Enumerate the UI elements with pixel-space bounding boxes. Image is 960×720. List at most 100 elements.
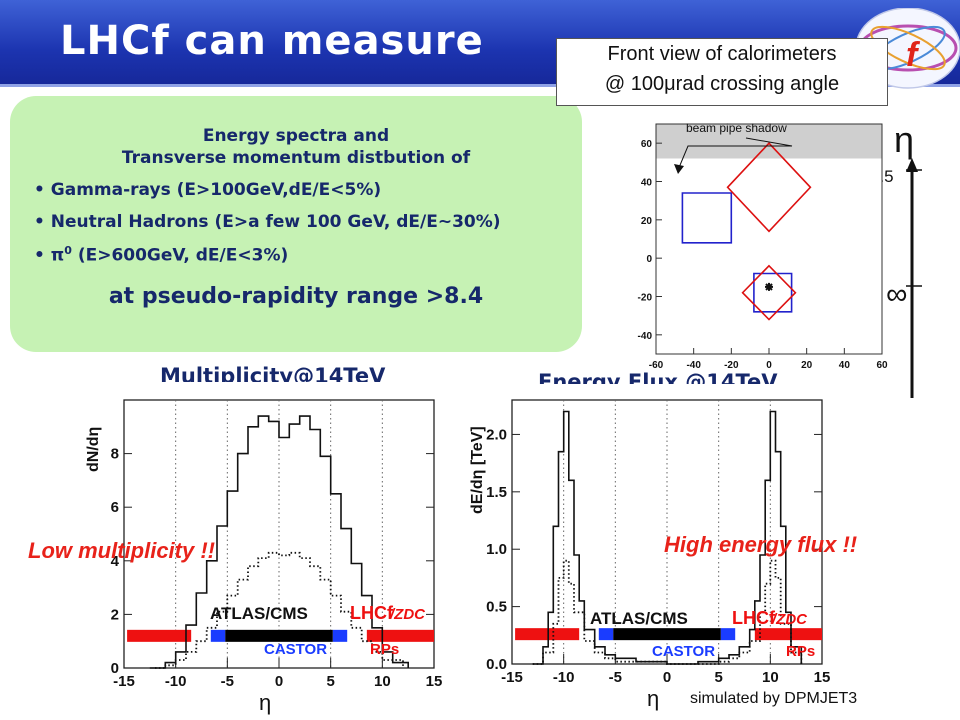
- eta-symbol: η: [894, 119, 914, 160]
- bullet-neutral-hadrons: • Neutral Hadrons (E>a few 100 GeV, dE/E…: [34, 212, 501, 232]
- beam-pipe-shadow-arrowhead: [674, 164, 684, 174]
- series-total-line: [149, 415, 409, 669]
- x-tick-label: 5: [714, 669, 722, 686]
- pi-symbol: π: [50, 245, 65, 266]
- coverage-bar-lhcf: [127, 629, 192, 642]
- pseudo-rapidity-range: at pseudo-rapidity range >8.4: [108, 284, 484, 309]
- zdc-label: /ZDC: [389, 606, 426, 623]
- title-bar-underline: [0, 84, 960, 87]
- lhcf-label: LHCf: [732, 608, 776, 628]
- page-title: LHCf can measure: [60, 18, 484, 64]
- coverage-bar-castor: [720, 628, 736, 641]
- eta-label-infinity: ∞: [886, 278, 907, 311]
- low-multiplicity-annotation: Low multiplicity !!: [28, 538, 215, 563]
- castor-label: CASTOR: [652, 643, 715, 660]
- fv-x-tick-label: 40: [839, 360, 851, 371]
- x-tick-label: 15: [426, 673, 443, 690]
- bullet-hadrons-text: Neutral Hadrons (E>a few 100 GeV, dE/E~3…: [50, 212, 501, 232]
- y-tick-label: 0: [111, 660, 119, 677]
- caption-line-2: @ 100μrad crossing angle: [604, 73, 840, 95]
- x-tick-label: -5: [221, 673, 234, 690]
- castor-label: CASTOR: [264, 641, 327, 658]
- fv-x-tick-label: -40: [686, 360, 701, 371]
- y-tick-label: 2.0: [486, 426, 507, 443]
- y-tick-label: 0.0: [486, 656, 507, 673]
- calorimeter-square: [753, 272, 793, 313]
- fv-y-tick-label: -40: [638, 331, 653, 342]
- y-tick-label: 6: [111, 499, 119, 516]
- coverage-bar-lhcf: [515, 628, 580, 641]
- x-tick-label: 10: [762, 669, 779, 686]
- beam-center-marker: [765, 282, 773, 291]
- lhcf-label: LHCf: [350, 603, 394, 623]
- fv-x-tick-label: -60: [649, 360, 664, 371]
- coverage-bar-lhcf: [366, 629, 434, 642]
- caption-line-1: Front view of calorimeters: [607, 43, 837, 65]
- fv-y-tick-label: -20: [638, 293, 653, 304]
- multiplicity-chart: 0 2 4 6 8 -15 -10 -5 0 5 10 15 η dN/dη ATLAS/CMS CASTOR…: [74, 382, 454, 720]
- y-axis-label: dE/dη [TeV]: [469, 426, 486, 514]
- calorimeter-front-view-chart: -60 -40 -20 0 20 40 60 -40 -20 0 20 40 60 beam pipe s…: [596, 106, 888, 386]
- eta-axis-arrowhead: [906, 158, 918, 172]
- beam-pipe-shadow-pointer: [677, 137, 793, 171]
- x-tick-label: 15: [814, 669, 831, 686]
- coverage-bar-atlas-cms: [613, 628, 721, 641]
- series-dotted-line: [532, 559, 803, 665]
- y-tick-label: 2: [111, 606, 119, 623]
- x-tick-label: -15: [113, 673, 135, 690]
- x-tick-label: -15: [501, 669, 523, 686]
- coverage-bar-atlas-cms: [225, 629, 333, 642]
- eta-label-8-5: 8.5: [882, 167, 894, 186]
- rps-label: RPs: [786, 643, 815, 660]
- fv-x-tick-label: 0: [766, 360, 772, 371]
- rps-label: RPs: [370, 641, 399, 658]
- fv-x-tick-label: 20: [801, 360, 813, 371]
- atlas-cms-label: ATLAS/CMS: [210, 604, 308, 623]
- info-heading-line-1: Energy spectra and: [202, 126, 390, 146]
- x-axis-label: η: [647, 686, 659, 711]
- coverage-bar-lhcf: [754, 628, 822, 641]
- calorimeter-diamond: [741, 264, 797, 321]
- x-tick-label: 0: [275, 673, 283, 690]
- fv-x-tick-label: 60: [876, 360, 888, 371]
- calorimeter-diamond: [726, 142, 812, 233]
- pi-superscript: 0: [64, 244, 72, 257]
- coverage-bar-castor: [598, 628, 614, 641]
- info-heading-line-2: Transverse momentum distbution of: [121, 148, 471, 168]
- bullet-gamma: • Gamma-rays (E>100GeV,dE/E<5%): [34, 180, 382, 200]
- x-tick-label: 10: [374, 673, 391, 690]
- x-tick-label: 0: [663, 669, 671, 686]
- beam-pipe-shadow-label: beam pipe shadow: [686, 121, 787, 135]
- energy-flux-chart: 0.0 0.5 1.0 1.5 2.0 -15 -10 -5 0 5 10 15 η dE/dη [TeV…: [456, 384, 842, 720]
- y-tick-label: 0.5: [486, 599, 507, 616]
- x-tick-label: -5: [609, 669, 622, 686]
- calorimeter-view-caption: Front view of calorimeters @ 100μrad cro…: [556, 38, 888, 106]
- bullet-pi0: • π0 (E>600GeV, dE/E<3%): [34, 244, 289, 266]
- simulation-credit: simulated by DPMJET3: [690, 690, 858, 707]
- fv-y-tick-label: 60: [641, 139, 653, 150]
- y-tick-label: 4: [111, 553, 120, 570]
- y-tick-label: 8: [111, 446, 119, 463]
- y-tick-label: 1.5: [486, 484, 507, 501]
- x-tick-label: -10: [553, 669, 575, 686]
- multiplicity-chart-background: [74, 382, 454, 720]
- svg-text:f: f: [906, 36, 921, 74]
- bullet-pi0-text: (E>600GeV, dE/E<3%): [71, 245, 289, 266]
- high-energy-flux-annotation: High energy flux !!: [664, 532, 858, 557]
- atlas-cms-label: ATLAS/CMS: [590, 609, 688, 628]
- y-tick-label: 1.0: [486, 541, 507, 558]
- eta-scale: η 8.5 ∞: [882, 119, 922, 398]
- calorimeter-square: [681, 192, 733, 244]
- x-axis-label: η: [259, 690, 271, 715]
- fv-y-tick-label: 0: [646, 254, 652, 265]
- fv-x-tick-label: -20: [724, 360, 739, 371]
- info-box: [10, 96, 582, 352]
- series-dotted-line: [155, 551, 404, 669]
- fv-y-tick-label: 20: [641, 216, 653, 227]
- zdc-label: /ZDC: [771, 611, 808, 628]
- coverage-bar-castor: [210, 629, 226, 642]
- y-axis-label: dN/dη: [85, 427, 102, 472]
- bullet-gamma-text: Gamma-rays (E>100GeV,dE/E<5%): [50, 180, 382, 200]
- x-tick-label: -10: [165, 673, 187, 690]
- beam-pipe-shadow-region: [656, 124, 882, 159]
